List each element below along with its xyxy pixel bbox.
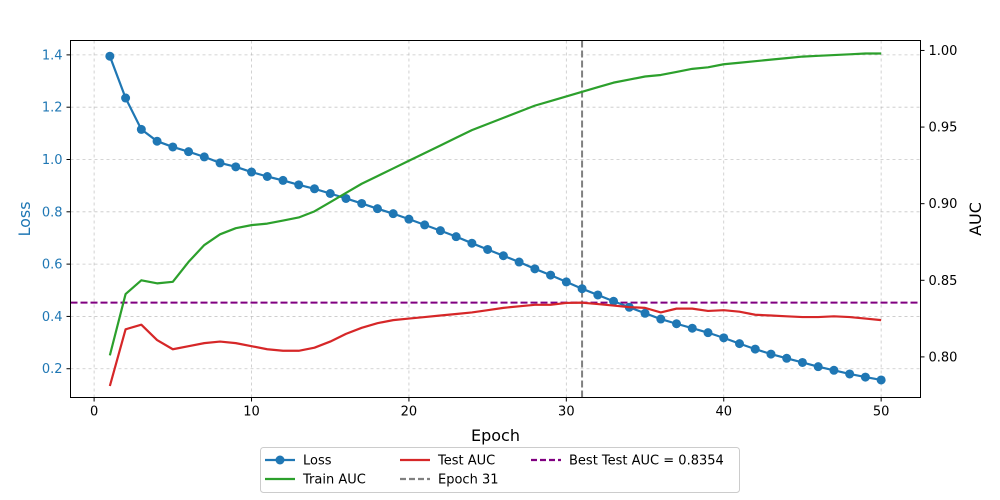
right-axis-title: AUC <box>966 202 985 236</box>
loss-point <box>451 232 461 242</box>
loss-point <box>372 204 382 214</box>
loss-point <box>388 209 398 219</box>
left-y-tick-label: 0.8 <box>42 205 63 220</box>
legend-label-train-auc: Train AUC <box>302 473 366 488</box>
loss-point <box>860 372 870 382</box>
loss-point <box>435 226 445 236</box>
loss-point <box>215 158 225 168</box>
loss-point <box>105 51 115 61</box>
left-y-tick-label: 0.4 <box>42 310 63 325</box>
loss-point <box>813 362 823 372</box>
x-tick-label: 50 <box>873 405 890 420</box>
left-y-tick-label: 0.2 <box>42 362 63 377</box>
loss-point <box>467 238 477 248</box>
loss-point <box>703 328 713 338</box>
loss-point <box>498 251 508 261</box>
x-tick-label: 20 <box>401 405 418 420</box>
legend-label-best-test-auc-0-8354: Best Test AUC = 0.8354 <box>569 454 724 469</box>
loss-point <box>782 353 792 363</box>
loss-point <box>152 136 162 146</box>
legend-label-loss: Loss <box>303 454 332 469</box>
reference-lines <box>70 40 921 398</box>
loss-point <box>672 319 682 329</box>
loss-point <box>593 290 603 300</box>
loss-point <box>845 369 855 379</box>
loss-point <box>546 270 556 280</box>
axis-ticks: 0 10 20 30 40 50 0.2 0.4 0.6 0.8 1.0 1.2 1.4 0.80 0.85… <box>42 44 958 420</box>
right-y-tick-label: 0.85 <box>929 274 958 289</box>
loss-point <box>530 264 540 274</box>
loss-point <box>609 296 619 306</box>
legend-box <box>260 447 740 493</box>
loss-point <box>278 175 288 185</box>
legend-marker-loss <box>275 455 285 465</box>
loss-point <box>640 308 650 318</box>
x-tick-label: 10 <box>243 405 260 420</box>
plot-frame <box>70 40 921 398</box>
left-y-tick-label: 1.4 <box>42 48 63 63</box>
legend: Loss Train AUC Test AUC Epoch 31 Best Test A… <box>260 447 740 493</box>
test-auc-line <box>108 301 882 387</box>
legend-label-epoch-31: Epoch 31 <box>438 473 498 488</box>
loss-point <box>262 172 272 181</box>
loss-point <box>199 152 209 162</box>
loss-point <box>514 257 524 267</box>
loss-point <box>561 277 571 287</box>
loss-point <box>420 220 430 230</box>
loss-point <box>750 344 760 354</box>
right-y-tick-label: 0.90 <box>929 197 958 212</box>
loss-point <box>325 189 335 198</box>
loss-point <box>734 339 744 349</box>
x-axis-title: Epoch <box>471 426 520 445</box>
loss-point <box>247 167 257 177</box>
loss-point <box>231 162 241 172</box>
left-y-tick-label: 1.0 <box>42 153 63 168</box>
loss-point <box>876 375 886 385</box>
loss-point <box>829 365 839 375</box>
loss-point <box>294 180 304 190</box>
loss-point <box>404 214 414 224</box>
train-auc-line <box>108 52 882 356</box>
loss-point <box>797 357 807 367</box>
loss-point <box>357 198 367 208</box>
loss-point <box>341 193 351 203</box>
left-y-tick-label: 0.6 <box>42 258 63 273</box>
right-y-tick-label: 0.95 <box>929 121 958 136</box>
loss-point <box>184 147 194 157</box>
left-y-tick-label: 1.2 <box>42 101 63 116</box>
right-y-tick-label: 0.80 <box>929 350 958 365</box>
x-tick-label: 30 <box>558 405 575 420</box>
left-axis-title: Loss <box>15 201 34 236</box>
loss-point <box>687 323 697 333</box>
right-y-tick-label: 1.00 <box>929 44 958 59</box>
x-tick-label: 0 <box>90 405 98 420</box>
series-layer <box>105 51 886 387</box>
loss-point <box>577 284 587 294</box>
loss-point <box>719 333 729 343</box>
loss-point <box>309 184 319 194</box>
loss-point <box>766 349 776 359</box>
loss-point <box>483 244 493 254</box>
plot-background <box>70 40 921 398</box>
x-tick-label: 40 <box>715 405 732 420</box>
loss-point <box>121 93 131 103</box>
loss-point <box>168 142 178 152</box>
loss-point <box>656 314 666 324</box>
loss-point <box>136 124 146 134</box>
legend-label-test-auc: Test AUC <box>437 454 495 469</box>
